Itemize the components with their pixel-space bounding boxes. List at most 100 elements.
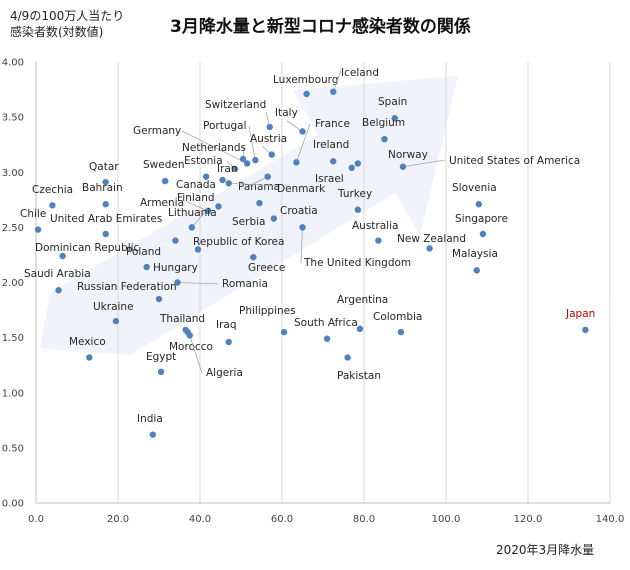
point-label: United States of America [449,155,580,167]
data-point [473,267,480,274]
point-label: India [137,413,163,425]
point-label: Israel [315,173,344,185]
point-label: Serbia [232,216,265,228]
point-label: Canada [176,179,216,191]
data-point [55,287,62,294]
y-tick-label: 2.50 [2,223,24,234]
data-point [102,178,109,186]
data-point [157,368,165,376]
data-point [161,177,169,185]
leader-line [228,182,281,187]
data-point [426,245,433,252]
data-point [270,215,277,222]
point-label: Ireland [313,139,349,151]
data-point [375,237,382,244]
data-point [264,173,271,180]
data-point [479,230,487,238]
data-point [231,165,239,173]
data-point [475,201,482,208]
point-label: Lithuania [168,207,217,219]
point-label: Iraq [216,319,237,331]
data-point [143,263,150,271]
data-point [330,88,337,95]
data-point [225,338,232,346]
point-label: New Zealand [397,233,466,245]
data-point [188,224,195,231]
x-tick-label: 100.0 [432,514,461,525]
data-point [49,202,56,209]
y-tick-label: 3.00 [2,168,24,179]
point-label: Japan [565,308,595,320]
data-point [34,226,42,233]
point-label: Luxembourg [273,74,338,86]
point-label: Switzerland [205,99,266,111]
x-tick-label: 0.0 [28,514,44,525]
data-point [86,354,93,361]
point-label: Egypt [146,351,176,363]
point-label: France [315,118,350,130]
data-point [354,206,362,213]
point-label: Russian Federation [77,281,177,293]
data-point [268,151,275,158]
leader-line [181,130,248,164]
leader-line [246,176,268,188]
data-point [354,160,362,167]
data-point [194,246,202,253]
data-point [102,230,109,238]
point-label: Denmark [277,183,326,195]
leader-line [332,69,342,92]
data-point [219,176,226,184]
data-point [303,90,310,98]
data-point [381,135,388,143]
point-label: Romania [222,278,268,290]
leader-line [402,159,446,168]
point-label: Finland [177,192,215,204]
point-label: Singapore [455,213,508,225]
point-label: Greece [248,262,285,274]
data-point [266,123,273,131]
data-point [391,115,398,122]
data-point [299,224,306,231]
data-point [205,207,212,215]
data-point [215,203,222,210]
data-point [252,156,259,164]
point-label: Ukraine [93,301,134,313]
point-label: Mexico [69,336,106,348]
point-label: Dominican Republic [35,242,140,254]
data-point [155,295,163,303]
point-label: Panama [238,181,280,193]
data-point [397,328,405,336]
point-label: Philippines [239,305,296,317]
data-point [256,199,263,207]
data-point [112,317,120,325]
leader-line [191,211,206,228]
data-point [323,335,331,342]
y-axis-label: 4/9の100万人当たり 感染者数(対数値) [10,9,125,39]
y-tick-label: 0.00 [2,499,24,510]
point-label: Australia [352,220,398,232]
point-label: Croatia [280,205,318,217]
data-point [174,279,181,286]
leader-line [300,227,303,264]
data-point [59,252,66,260]
y-tick-label: 1.00 [2,388,24,399]
point-label: The United Kingdom [303,257,411,269]
point-label: Spain [378,96,407,108]
point-label: Saudi Arabia [24,268,91,280]
data-point [102,201,109,208]
leader-line [189,335,203,374]
point-label: Italy [275,107,298,119]
data-point [299,128,306,135]
point-label: Malaysia [452,248,498,260]
data-point [239,155,247,163]
point-label: Germany [133,125,181,137]
point-label: Czechia [32,184,73,196]
point-label: Norway [388,149,428,161]
x-axis-label: 2020年3月降水量 [496,543,595,557]
data-point [348,164,355,172]
point-label: Algeria [206,367,243,379]
point-label: Thailand [159,313,205,325]
point-label: Slovenia [452,182,497,194]
point-label: Chile [20,208,46,220]
